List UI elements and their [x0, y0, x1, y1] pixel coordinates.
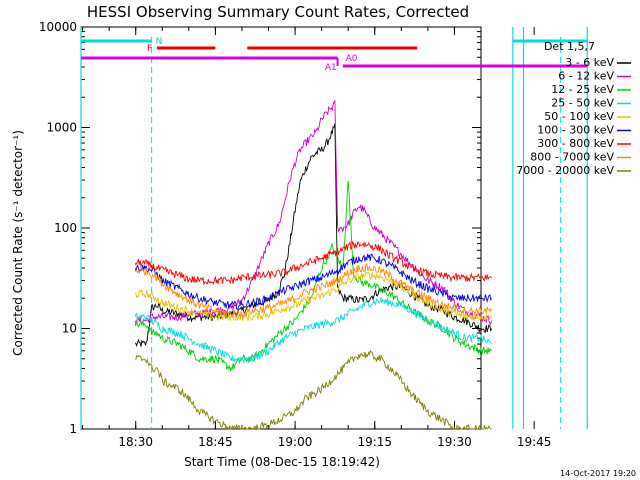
legend-entry-label: 300 - 800 keV	[537, 137, 614, 150]
legend-entry-label: 50 - 100 keV	[544, 110, 614, 123]
legend-title: Det 1,5,7	[544, 40, 595, 53]
legend-entry-label: 7000 - 20000 keV	[516, 164, 614, 177]
x-tick-label: 19:15	[357, 435, 392, 449]
series-line	[135, 262, 493, 319]
legend-entry-label: 12 - 25 keV	[551, 83, 614, 96]
series-lines	[135, 99, 493, 431]
x-tick-label: 19:00	[278, 435, 313, 449]
y-axis-ticks: 1 10 100 1000 10000	[39, 20, 481, 436]
y-axis-label: Corrected Count Rate (s⁻¹ detector⁻¹)	[11, 130, 25, 356]
y-tick-label: 10	[62, 322, 77, 336]
y-tick-label: 10000	[39, 20, 77, 34]
series-line	[135, 123, 493, 348]
y-tick-label: 1	[69, 422, 77, 436]
legend-entry-label: 3 - 6 keV	[565, 56, 614, 69]
x-tick-label: 18:45	[198, 435, 233, 449]
series-line	[135, 99, 493, 326]
plot-frame	[80, 26, 482, 430]
x-tick-label: 18:30	[118, 435, 153, 449]
x-axis-label: Start Time (08-Dec-15 18:19:42)	[184, 455, 380, 469]
date-stamp: 14-Oct-2017 19:20	[560, 469, 636, 478]
series-line	[135, 297, 493, 364]
series-line	[135, 240, 492, 286]
chart-title: HESSI Observing Summary Count Rates, Cor…	[87, 3, 469, 21]
magenta-attenuator-label-a0: A0	[346, 54, 358, 64]
legend-entry-label: 25 - 50 keV	[551, 97, 614, 110]
legend-entry-label: 100 - 300 keV	[537, 124, 614, 137]
y-tick-label: 100	[54, 221, 77, 235]
x-tick-label: 19:30	[437, 435, 472, 449]
x-tick-label: 19:45	[517, 435, 552, 449]
series-line	[135, 180, 492, 372]
x-axis-ticks: 18:30 18:45 19:00 19:15 19:30 19:45	[82, 27, 552, 449]
red-flag-label: F	[147, 44, 152, 54]
legend-entry-label: 6 - 12 keV	[558, 70, 614, 83]
series-line	[135, 349, 492, 431]
cyan-flag-label: N	[156, 37, 163, 47]
y-tick-label: 1000	[46, 121, 77, 135]
magenta-attenuator-label: A1	[325, 63, 337, 73]
legend-entry-label: 800 - 7000 keV	[530, 151, 614, 164]
attenuator-markers: NF A1 A0	[80, 27, 588, 429]
plot-border	[80, 26, 482, 430]
series-line	[135, 253, 492, 310]
